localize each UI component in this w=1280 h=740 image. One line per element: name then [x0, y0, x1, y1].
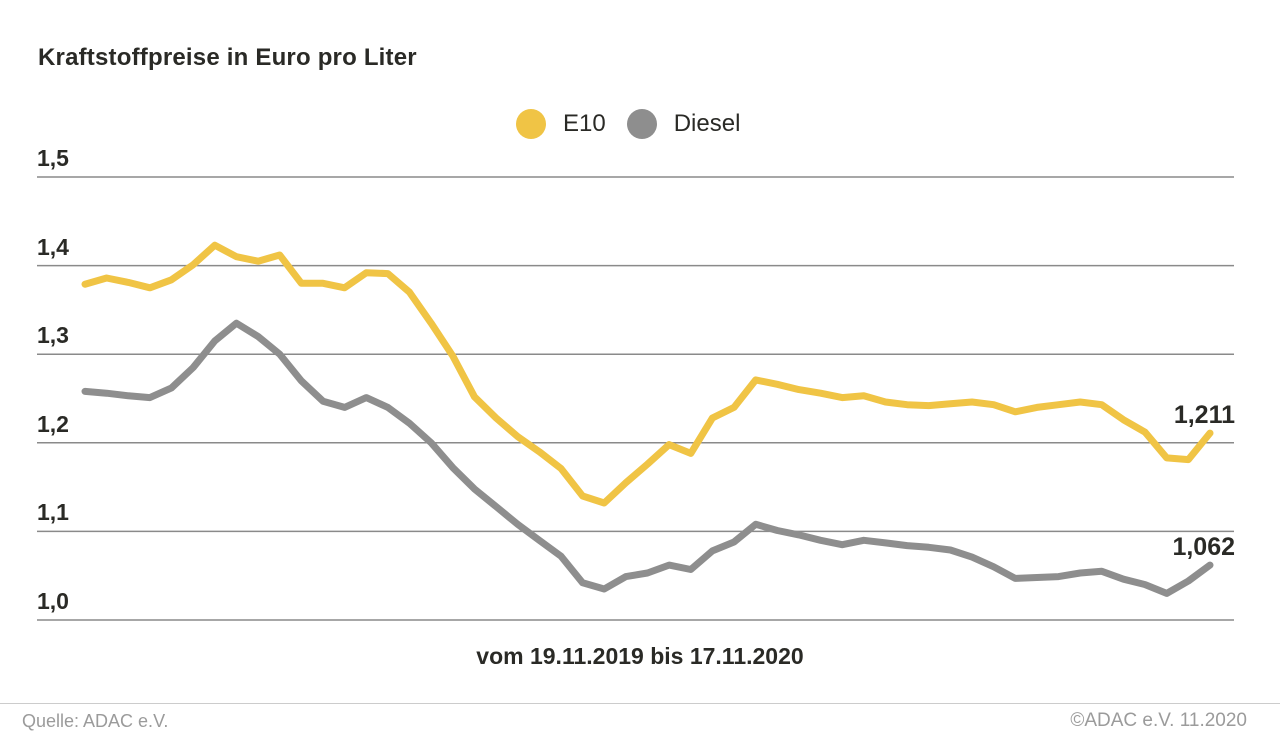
y-tick-label: 1,3: [37, 322, 69, 349]
source-credit: Quelle: ADAC e.V.: [22, 711, 169, 731]
e10-line: [81, 241, 1214, 507]
y-tick-label: 1,4: [37, 233, 69, 260]
legend-item-diesel: Diesel: [626, 109, 741, 139]
legend-label: Diesel: [673, 110, 741, 137]
copyright-credit: ©ADAC e.V. 11.2020: [1070, 710, 1247, 731]
y-tick-label: 1,5: [37, 145, 69, 171]
e10-value-label: 1,211: [1173, 401, 1235, 430]
diesel-line: [81, 319, 1214, 597]
footer-divider: [0, 703, 1280, 704]
legend-item-e10: E10: [516, 109, 606, 139]
diesel-legend-dot-icon: [626, 109, 657, 139]
y-tick-label: 1,2: [37, 410, 69, 437]
x-axis-label: vom 19.11.2019 bis 17.11.2020: [476, 643, 804, 669]
y-tick-label: 1,0: [37, 588, 69, 614]
diesel-value-label: 1,062: [1172, 533, 1235, 562]
legend-label: E10: [563, 110, 606, 137]
e10-legend-dot-icon: [516, 109, 546, 139]
y-tick-label: 1,1: [37, 499, 69, 526]
legend: E10 Diesel: [516, 109, 740, 139]
chart-title: Kraftstoffpreise in Euro pro Liter: [38, 44, 417, 71]
